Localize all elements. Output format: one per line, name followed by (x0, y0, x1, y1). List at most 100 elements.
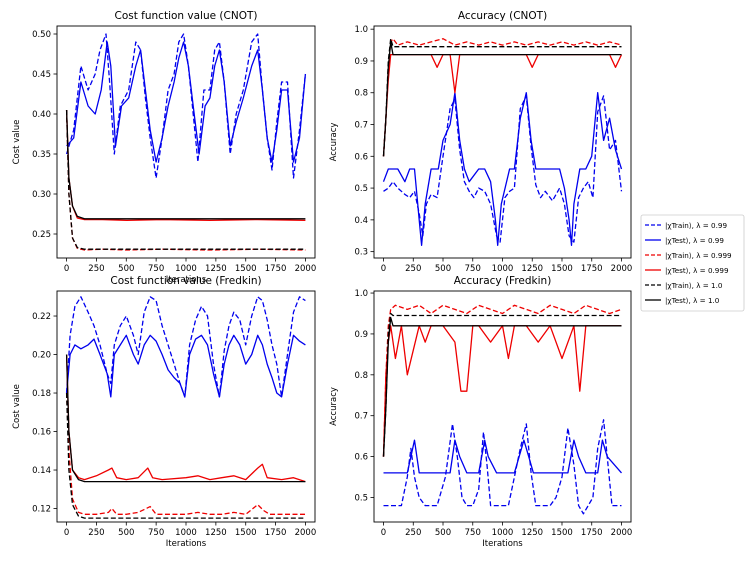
x-tick-label: 2000 (611, 528, 633, 538)
chart-title: Accuracy (Fredkin) (454, 275, 552, 287)
x-tick-label: 250 (405, 528, 421, 538)
x-tick-label: 750 (465, 264, 481, 274)
x-tick-label: 250 (88, 264, 104, 274)
x-tick-label: 0 (381, 264, 386, 274)
y-tick-label: 0.14 (32, 466, 51, 476)
x-tick-label: 250 (88, 528, 104, 538)
x-tick-label: 1000 (492, 528, 514, 538)
x-tick-label: 750 (148, 528, 164, 538)
y-tick-label: 1.0 (354, 289, 368, 299)
y-tick-label: 0.5 (354, 184, 368, 194)
x-tick-label: 1500 (235, 264, 257, 274)
legend-box (640, 214, 745, 312)
y-tick-label: 0.9 (354, 330, 368, 340)
chart-cost-cnot: 0 250 500 750 1000 1250 1500 1750 2000 0.25 0.30 0.… (12, 10, 316, 285)
series-cost-cnot-3 (65, 109, 306, 222)
series-acc-fredkin-0 (383, 419, 622, 515)
y-tick-label: 0.6 (354, 453, 368, 463)
y-tick-label: 0.4 (354, 216, 368, 226)
series-cost-cnot-4 (65, 109, 306, 250)
y-tick-label: 0.20 (32, 351, 51, 361)
x-tick-label: 1500 (235, 528, 257, 538)
series-acc-cnot-2 (382, 38, 622, 157)
y-tick-label: 0.12 (32, 505, 51, 515)
series-acc-cnot-1 (382, 92, 623, 246)
x-tick-label: 0 (64, 528, 69, 538)
series-acc-cnot-0 (383, 95, 623, 243)
series-acc-fredkin-2 (382, 304, 622, 457)
y-tick-label: 0.25 (32, 230, 51, 240)
y-tick-label: 0.40 (32, 110, 51, 120)
x-tick-label: 0 (64, 264, 69, 274)
chart-title: Cost function value (Fredkin) (110, 275, 261, 287)
y-tick-label: 0.8 (354, 89, 368, 99)
legend-entry-label: |χTrain⟩, λ = 1.0 (665, 281, 723, 290)
series-cost-fredkin-3 (65, 354, 306, 483)
y-tick-label: 0.18 (32, 389, 51, 399)
x-tick-label: 750 (148, 264, 164, 274)
x-tick-label: 250 (405, 264, 421, 274)
y-tick-label: 0.22 (32, 312, 51, 322)
x-tick-label: 1750 (581, 264, 603, 274)
legend-entry-label: |χTest⟩, λ = 0.99 (665, 236, 724, 245)
x-axis-label: Iterations (166, 539, 207, 549)
x-tick-label: 1000 (175, 528, 197, 538)
series-cost-fredkin-5 (65, 354, 306, 483)
series-acc-fredkin-5 (382, 316, 622, 457)
x-tick-label: 1750 (265, 264, 287, 274)
x-tick-label: 1750 (265, 528, 287, 538)
y-tick-label: 0.30 (32, 190, 51, 200)
x-tick-label: 2000 (295, 528, 317, 538)
x-tick-label: 500 (435, 264, 451, 274)
legend-entry-label: |χTrain⟩, λ = 0.999 (665, 251, 732, 260)
series-cost-fredkin-2 (65, 392, 306, 515)
y-tick-label: 1.0 (354, 25, 368, 35)
x-tick-label: 2000 (295, 264, 317, 274)
x-tick-label: 1500 (551, 528, 573, 538)
legend-entry-label: |χTest⟩, λ = 0.999 (665, 266, 729, 275)
x-tick-label: 1000 (492, 264, 514, 274)
x-tick-label: 1250 (205, 264, 227, 274)
series-cost-cnot-1 (66, 41, 307, 163)
series-acc-fredkin-4 (382, 312, 622, 457)
legend-entry-label: |χTrain⟩, λ = 0.99 (665, 221, 727, 230)
x-tick-label: 500 (118, 264, 134, 274)
y-axis-label: Cost value (12, 384, 22, 429)
x-tick-label: 1250 (521, 264, 543, 274)
y-tick-label: 0.9 (354, 57, 368, 67)
y-tick-label: 0.7 (354, 121, 368, 131)
x-tick-label: 1750 (581, 528, 603, 538)
chart-acc-cnot: 0 250 500 750 1000 1250 1500 1750 2000 0.3 0.4 0.5 0… (329, 10, 632, 274)
series-cost-cnot-5 (65, 109, 306, 220)
series-acc-cnot-3 (382, 53, 623, 157)
series-cost-fredkin-1 (65, 334, 306, 398)
x-tick-label: 2000 (611, 264, 633, 274)
y-tick-label: 0.50 (32, 30, 51, 40)
y-tick-label: 0.8 (354, 371, 368, 381)
chart-acc-fredkin: 0 250 500 750 1000 1250 1500 1750 2000 0.5 0.6 0.7 0… (329, 275, 632, 549)
y-axis-label: Accuracy (329, 387, 339, 426)
y-tick-label: 0.6 (354, 152, 368, 162)
y-tick-label: 0.35 (32, 150, 51, 160)
axes-frame (56, 25, 316, 259)
series-cost-fredkin-4 (65, 392, 306, 519)
y-axis-label: Cost value (12, 120, 22, 165)
axes-frame (56, 290, 316, 523)
chart-cost-fredkin: 0 250 500 750 1000 1250 1500 1750 2000 0.12 0.14 0.… (12, 275, 316, 549)
series-acc-cnot-4 (382, 38, 622, 157)
legend: |χTrain⟩, λ = 0.99 |χTest⟩, λ = 0.99 |χTra… (640, 214, 745, 312)
legend-entry-label: |χTest⟩, λ = 1.0 (665, 296, 720, 305)
chart-title: Cost function value (CNOT) (115, 10, 258, 22)
x-tick-label: 1250 (521, 528, 543, 538)
x-tick-label: 1500 (551, 264, 573, 274)
x-axis-label: Iterations (166, 275, 207, 285)
x-tick-label: 750 (465, 528, 481, 538)
y-tick-label: 0.7 (354, 412, 368, 422)
series-acc-cnot-5 (382, 41, 622, 157)
y-tick-label: 0.45 (32, 70, 51, 80)
series-acc-fredkin-1 (383, 439, 622, 474)
y-tick-label: 0.5 (354, 493, 368, 503)
chart-title: Accuracy (CNOT) (458, 10, 547, 22)
x-axis-label: Iterations (482, 539, 523, 549)
